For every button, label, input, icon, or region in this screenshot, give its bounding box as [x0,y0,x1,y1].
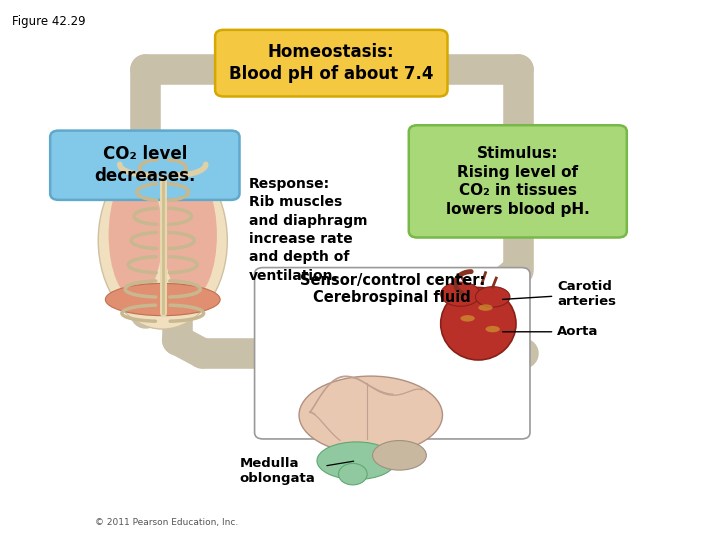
Ellipse shape [109,171,163,299]
Text: Response:
Rib muscles
and diaphragm
increase rate
and depth of
ventilation.: Response: Rib muscles and diaphragm incr… [249,177,367,283]
Ellipse shape [98,152,228,329]
FancyBboxPatch shape [215,30,448,97]
Ellipse shape [441,282,480,306]
Ellipse shape [485,326,500,332]
Text: Aorta: Aorta [503,325,598,338]
Ellipse shape [372,441,426,470]
Text: CO₂ level
decreases.: CO₂ level decreases. [94,145,196,185]
FancyBboxPatch shape [409,125,627,238]
Text: Sensor/control center:
Cerebrospinal fluid: Sensor/control center: Cerebrospinal flu… [300,273,485,305]
Ellipse shape [299,376,443,454]
Ellipse shape [460,315,474,322]
Ellipse shape [478,305,492,311]
FancyBboxPatch shape [50,131,240,200]
Ellipse shape [317,442,396,480]
Ellipse shape [338,463,367,485]
Ellipse shape [441,287,516,360]
Ellipse shape [105,284,220,316]
Text: Homeostasis:
Blood pH of about 7.4: Homeostasis: Blood pH of about 7.4 [229,43,433,83]
Ellipse shape [163,171,217,299]
Text: Stimulus:
Rising level of
CO₂ in tissues
lowers blood pH.: Stimulus: Rising level of CO₂ in tissues… [446,146,590,217]
Text: © 2011 Pearson Education, Inc.: © 2011 Pearson Education, Inc. [94,518,238,527]
Text: Medulla
oblongata: Medulla oblongata [240,457,315,485]
Text: Carotid
arteries: Carotid arteries [503,280,616,308]
Text: Figure 42.29: Figure 42.29 [12,15,86,28]
Ellipse shape [475,287,510,307]
FancyBboxPatch shape [255,268,530,439]
